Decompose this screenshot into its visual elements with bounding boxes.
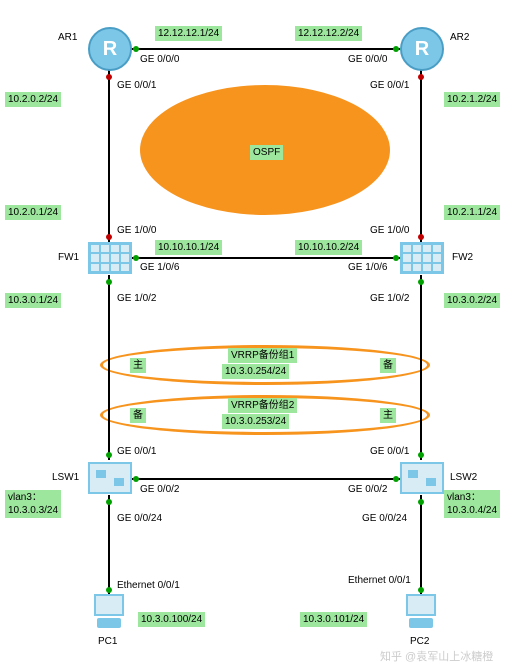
vrrp2-title: VRRP备份组2 <box>228 398 297 413</box>
pc1-icon <box>90 594 128 632</box>
port-dot <box>393 46 399 52</box>
router-ar2-icon: R <box>400 27 444 71</box>
vrrp2-vip: 10.3.0.253/24 <box>222 414 289 429</box>
port-dot <box>418 74 424 80</box>
ip-fw2-bot: 10.3.0.2/24 <box>444 293 500 308</box>
port-dot <box>106 279 112 285</box>
port-lsw1-ge0024: GE 0/0/24 <box>117 513 162 524</box>
vrrp2-left: 备 <box>130 408 146 423</box>
link-fw1-fw2 <box>130 257 400 259</box>
link-ar2-fw2 <box>420 70 422 242</box>
port-ar2-ge001: GE 0/0/1 <box>370 80 409 91</box>
port-dot <box>393 255 399 261</box>
port-dot <box>393 476 399 482</box>
port-ar1-ge001: GE 0/0/1 <box>117 80 156 91</box>
lsw1-label: LSW1 <box>52 472 79 483</box>
link-lsw1-pc1 <box>108 495 110 595</box>
pc2-icon <box>402 594 440 632</box>
port-ar2-ge000: GE 0/0/0 <box>348 54 387 65</box>
fw2-label: FW2 <box>452 252 473 263</box>
router-ar1-icon: R <box>88 27 132 71</box>
port-fw2-ge106: GE 1/0/6 <box>348 262 387 273</box>
lsw2-label: LSW2 <box>450 472 477 483</box>
ip-pc2: 10.3.0.101/24 <box>300 612 367 627</box>
switch-lsw1-icon <box>88 462 132 494</box>
pc2-label: PC2 <box>410 636 429 647</box>
port-dot <box>133 46 139 52</box>
port-lsw2-ge001: GE 0/0/1 <box>370 446 409 457</box>
port-lsw2-ge002: GE 0/0/2 <box>348 484 387 495</box>
port-dot <box>106 587 112 593</box>
port-lsw2-ge0024: GE 0/0/24 <box>362 513 407 524</box>
fw1-label: FW1 <box>58 252 79 263</box>
ip-fw1-top: 10.2.0.1/24 <box>5 205 61 220</box>
vrrp1-left: 主 <box>130 358 146 373</box>
port-pc1-eth: Ethernet 0/0/1 <box>117 580 180 591</box>
port-dot <box>418 452 424 458</box>
ip-fw2-mid: 10.10.10.2/24 <box>295 240 362 255</box>
link-ar1-fw1 <box>108 70 110 242</box>
ip-lsw1-vlan: vlan3： 10.3.0.3/24 <box>5 490 61 518</box>
port-dot <box>106 452 112 458</box>
port-dot <box>106 234 112 240</box>
port-dot <box>418 234 424 240</box>
ar1-label: AR1 <box>58 32 77 43</box>
firewall-fw1-icon <box>88 242 132 274</box>
link-ar1-ar2 <box>130 48 400 50</box>
vrrp1-vip: 10.3.0.254/24 <box>222 364 289 379</box>
ip-fw1-bot: 10.3.0.1/24 <box>5 293 61 308</box>
ip-ar1-side: 10.2.0.2/24 <box>5 92 61 107</box>
link-lsw2-pc2 <box>420 495 422 595</box>
ip-pc1: 10.3.0.100/24 <box>138 612 205 627</box>
ip-lsw2-vlan: vlan3： 10.3.0.4/24 <box>444 490 500 518</box>
port-fw1-ge100: GE 1/0/0 <box>117 225 156 236</box>
ip-ar2-top: 12.12.12.2/24 <box>295 26 362 41</box>
ip-ar2-side: 10.2.1.2/24 <box>444 92 500 107</box>
port-dot <box>418 587 424 593</box>
port-fw2-ge102: GE 1/0/2 <box>370 293 409 304</box>
ip-fw1-mid: 10.10.10.1/24 <box>155 240 222 255</box>
port-lsw1-ge001: GE 0/0/1 <box>117 446 156 457</box>
ip-ar1-top: 12.12.12.1/24 <box>155 26 222 41</box>
port-dot <box>106 74 112 80</box>
switch-lsw2-icon <box>400 462 444 494</box>
ip-fw2-top: 10.2.1.1/24 <box>444 205 500 220</box>
port-ar1-ge000: GE 0/0/0 <box>140 54 179 65</box>
link-fw2-lsw2 <box>420 275 422 460</box>
vrrp1-title: VRRP备份组1 <box>228 348 297 363</box>
vrrp2-right: 主 <box>380 408 396 423</box>
ar2-label: AR2 <box>450 32 469 43</box>
ospf-label: OSPF <box>250 145 283 160</box>
vrrp1-right: 备 <box>380 358 396 373</box>
port-fw2-ge100: GE 1/0/0 <box>370 225 409 236</box>
link-lsw1-lsw2 <box>130 478 400 480</box>
port-dot <box>133 255 139 261</box>
port-lsw1-ge002: GE 0/0/2 <box>140 484 179 495</box>
firewall-fw2-icon <box>400 242 444 274</box>
port-fw1-ge106: GE 1/0/6 <box>140 262 179 273</box>
port-dot <box>133 476 139 482</box>
port-pc2-eth: Ethernet 0/0/1 <box>348 575 411 586</box>
link-fw1-lsw1 <box>108 275 110 460</box>
port-fw1-ge102: GE 1/0/2 <box>117 293 156 304</box>
port-dot <box>418 499 424 505</box>
pc1-label: PC1 <box>98 636 117 647</box>
port-dot <box>418 279 424 285</box>
watermark: 知乎 @袁军山上冰糖橙 <box>380 648 493 664</box>
port-dot <box>106 499 112 505</box>
